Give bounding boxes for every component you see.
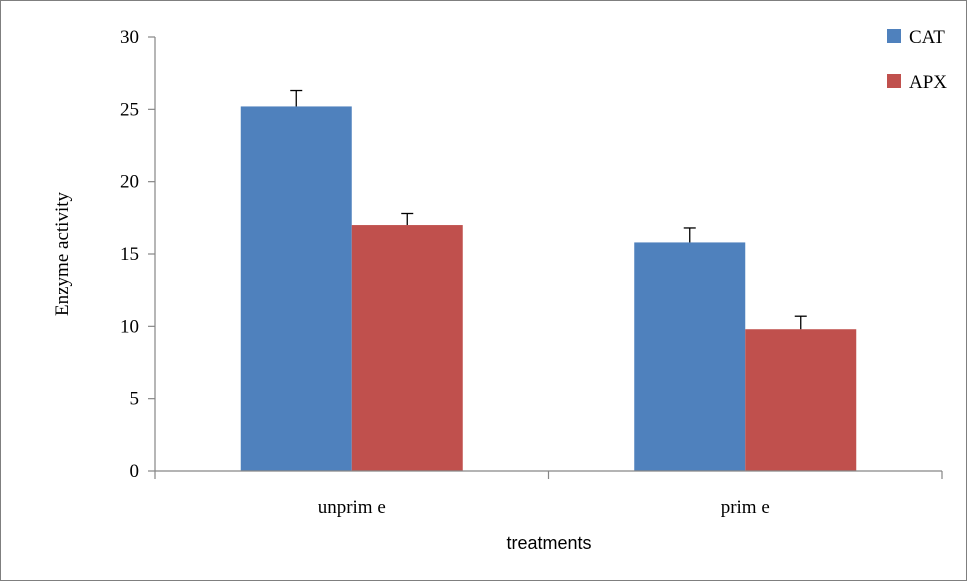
legend-swatch-apx <box>887 74 901 88</box>
y-tick-label: 0 <box>130 461 140 482</box>
y-tick-label: 15 <box>120 244 139 265</box>
y-tick-label: 30 <box>120 27 139 48</box>
bars-layer <box>240 106 857 471</box>
x-category-label: unprim e <box>318 497 386 518</box>
y-tick-label: 20 <box>120 172 139 193</box>
y-tick-label: 25 <box>120 99 139 120</box>
y-tick-label: 5 <box>130 389 140 410</box>
legend-label-apx: APX <box>909 72 947 93</box>
y-tick-label: 10 <box>120 316 139 337</box>
y-axis-title: Enzyme activity <box>52 192 73 316</box>
x-ticks-layer: unprim e prim e <box>154 471 943 518</box>
bar-apx <box>745 329 857 471</box>
bar-apx <box>351 225 463 471</box>
x-category-label: prim e <box>721 497 770 518</box>
legend-label-cat: CAT <box>909 27 945 48</box>
x-axis-title: treatments <box>506 533 591 553</box>
bar-cat <box>634 242 746 471</box>
legend: CAT APX <box>887 27 947 93</box>
y-ticks-layer: 0 5 10 15 20 25 30 <box>120 27 155 482</box>
error-bars-layer <box>290 89 807 330</box>
legend-swatch-cat <box>887 29 901 43</box>
bar-cat <box>240 106 352 471</box>
